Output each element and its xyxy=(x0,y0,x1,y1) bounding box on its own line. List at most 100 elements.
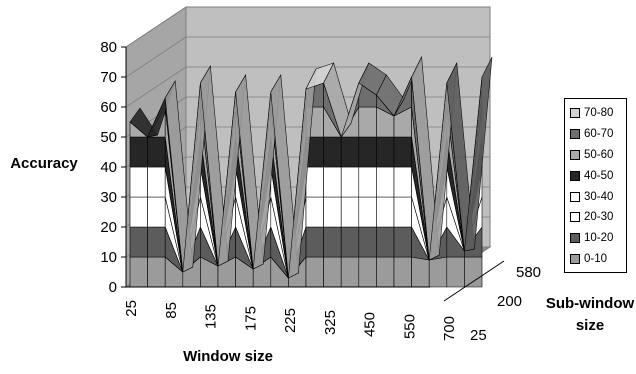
surface-band xyxy=(376,226,395,258)
surface-band xyxy=(340,136,360,168)
surface-band xyxy=(305,226,324,258)
z-tick-label: 200 xyxy=(497,293,522,310)
surface-band xyxy=(376,256,395,288)
y-tick-label: 60 xyxy=(100,99,117,116)
legend-item: 0-10 xyxy=(570,249,626,270)
legend-swatch xyxy=(570,108,580,119)
legend-swatch xyxy=(570,212,580,223)
z-axis xyxy=(443,260,505,302)
y-tick-label: 80 xyxy=(100,39,117,56)
surface-band xyxy=(340,196,360,228)
legend-item: 10-20 xyxy=(570,228,626,249)
surface-cap xyxy=(464,56,493,252)
surface-band xyxy=(464,256,483,288)
surface-band xyxy=(129,196,148,228)
surface-band xyxy=(376,196,395,228)
legend-swatch xyxy=(570,191,580,202)
surface-band xyxy=(358,196,377,228)
y-tick-label: 50 xyxy=(100,129,117,146)
legend-swatch xyxy=(570,129,580,140)
x-tick-label: 450 xyxy=(362,312,379,337)
x-tick-label: 85 xyxy=(163,302,180,319)
legend-item: 70-80 xyxy=(570,103,626,124)
y-tick-label: 20 xyxy=(100,219,117,236)
legend-swatch xyxy=(570,233,580,244)
legend-swatch xyxy=(570,149,580,160)
y-tick-label: 70 xyxy=(100,69,117,86)
x-tick-label: 25 xyxy=(123,300,140,317)
surface-band xyxy=(411,256,430,288)
legend-item: 60-70 xyxy=(570,124,626,145)
y-tick-label: 40 xyxy=(100,159,117,176)
surface-band xyxy=(393,136,412,168)
legend-label: 70-80 xyxy=(584,107,614,120)
x-tick-label: 175 xyxy=(242,306,259,331)
gridline xyxy=(125,6,187,48)
legend-label: 60-70 xyxy=(584,128,614,141)
surface-band xyxy=(323,136,342,168)
legend-item: 20-30 xyxy=(570,207,626,228)
surface-band xyxy=(358,226,377,258)
surface-band xyxy=(393,226,412,258)
legend-label: 20-30 xyxy=(584,211,614,224)
gridline xyxy=(125,36,187,78)
z-tick-label: 25 xyxy=(470,327,487,344)
surface-band xyxy=(147,166,166,198)
surface-band xyxy=(305,166,324,198)
x-tick-label: 550 xyxy=(401,314,418,339)
y-tick-label: 30 xyxy=(100,189,117,206)
legend-label: 0-10 xyxy=(584,252,608,265)
surface-band xyxy=(129,256,148,288)
legend-label: 50-60 xyxy=(584,148,614,161)
surface-band xyxy=(376,166,395,198)
y-tick-label: 0 xyxy=(109,279,117,296)
z-axis-title-line1: Sub-window xyxy=(546,295,635,312)
surface-band xyxy=(147,256,166,288)
gridline xyxy=(125,66,187,108)
surface-band xyxy=(393,196,412,228)
surface-band xyxy=(129,226,148,258)
surface-band xyxy=(393,166,412,198)
surface-band xyxy=(358,136,377,168)
z-tick-label: 580 xyxy=(516,264,541,281)
surface-band xyxy=(147,226,166,258)
surface-band xyxy=(358,106,377,138)
legend-swatch xyxy=(570,170,580,181)
surface-band xyxy=(340,226,360,258)
surface-band xyxy=(428,256,448,288)
legend-swatch xyxy=(570,253,580,264)
legend-label: 40-50 xyxy=(584,169,614,182)
surface-band xyxy=(305,256,324,288)
legend-label: 30-40 xyxy=(584,190,614,203)
x-tick-label: 325 xyxy=(322,310,339,335)
x-tick-label: 135 xyxy=(203,304,220,329)
legend-label: 10-20 xyxy=(584,232,614,245)
surface-band xyxy=(358,166,377,198)
surface-band xyxy=(446,256,465,288)
surface-band xyxy=(358,256,377,288)
surface-band xyxy=(340,256,360,288)
surface-band xyxy=(376,136,395,168)
surface-band xyxy=(129,136,148,168)
legend-item: 50-60 xyxy=(570,145,626,166)
surface-band xyxy=(323,226,342,258)
surface-band xyxy=(305,196,324,228)
y-axis-title: Accuracy xyxy=(10,155,78,172)
legend-item: 30-40 xyxy=(570,186,626,207)
surface-band xyxy=(323,256,342,288)
surface-band xyxy=(323,166,342,198)
surface-band xyxy=(340,166,360,198)
z-axis-title-line2: size xyxy=(576,317,604,334)
x-tick-label: 700 xyxy=(441,316,458,341)
surface-band xyxy=(147,136,166,168)
x-tick-label: 225 xyxy=(282,308,299,333)
legend-item: 40-50 xyxy=(570,165,626,186)
x-axis-title: Window size xyxy=(183,348,273,365)
surface-band xyxy=(393,256,412,288)
surface-band xyxy=(147,196,166,228)
surface-band xyxy=(129,166,148,198)
surface-band xyxy=(323,196,342,228)
legend: 70-80 60-70 50-60 40-50 30-40 20-30 10-20 0-10 xyxy=(564,98,627,273)
